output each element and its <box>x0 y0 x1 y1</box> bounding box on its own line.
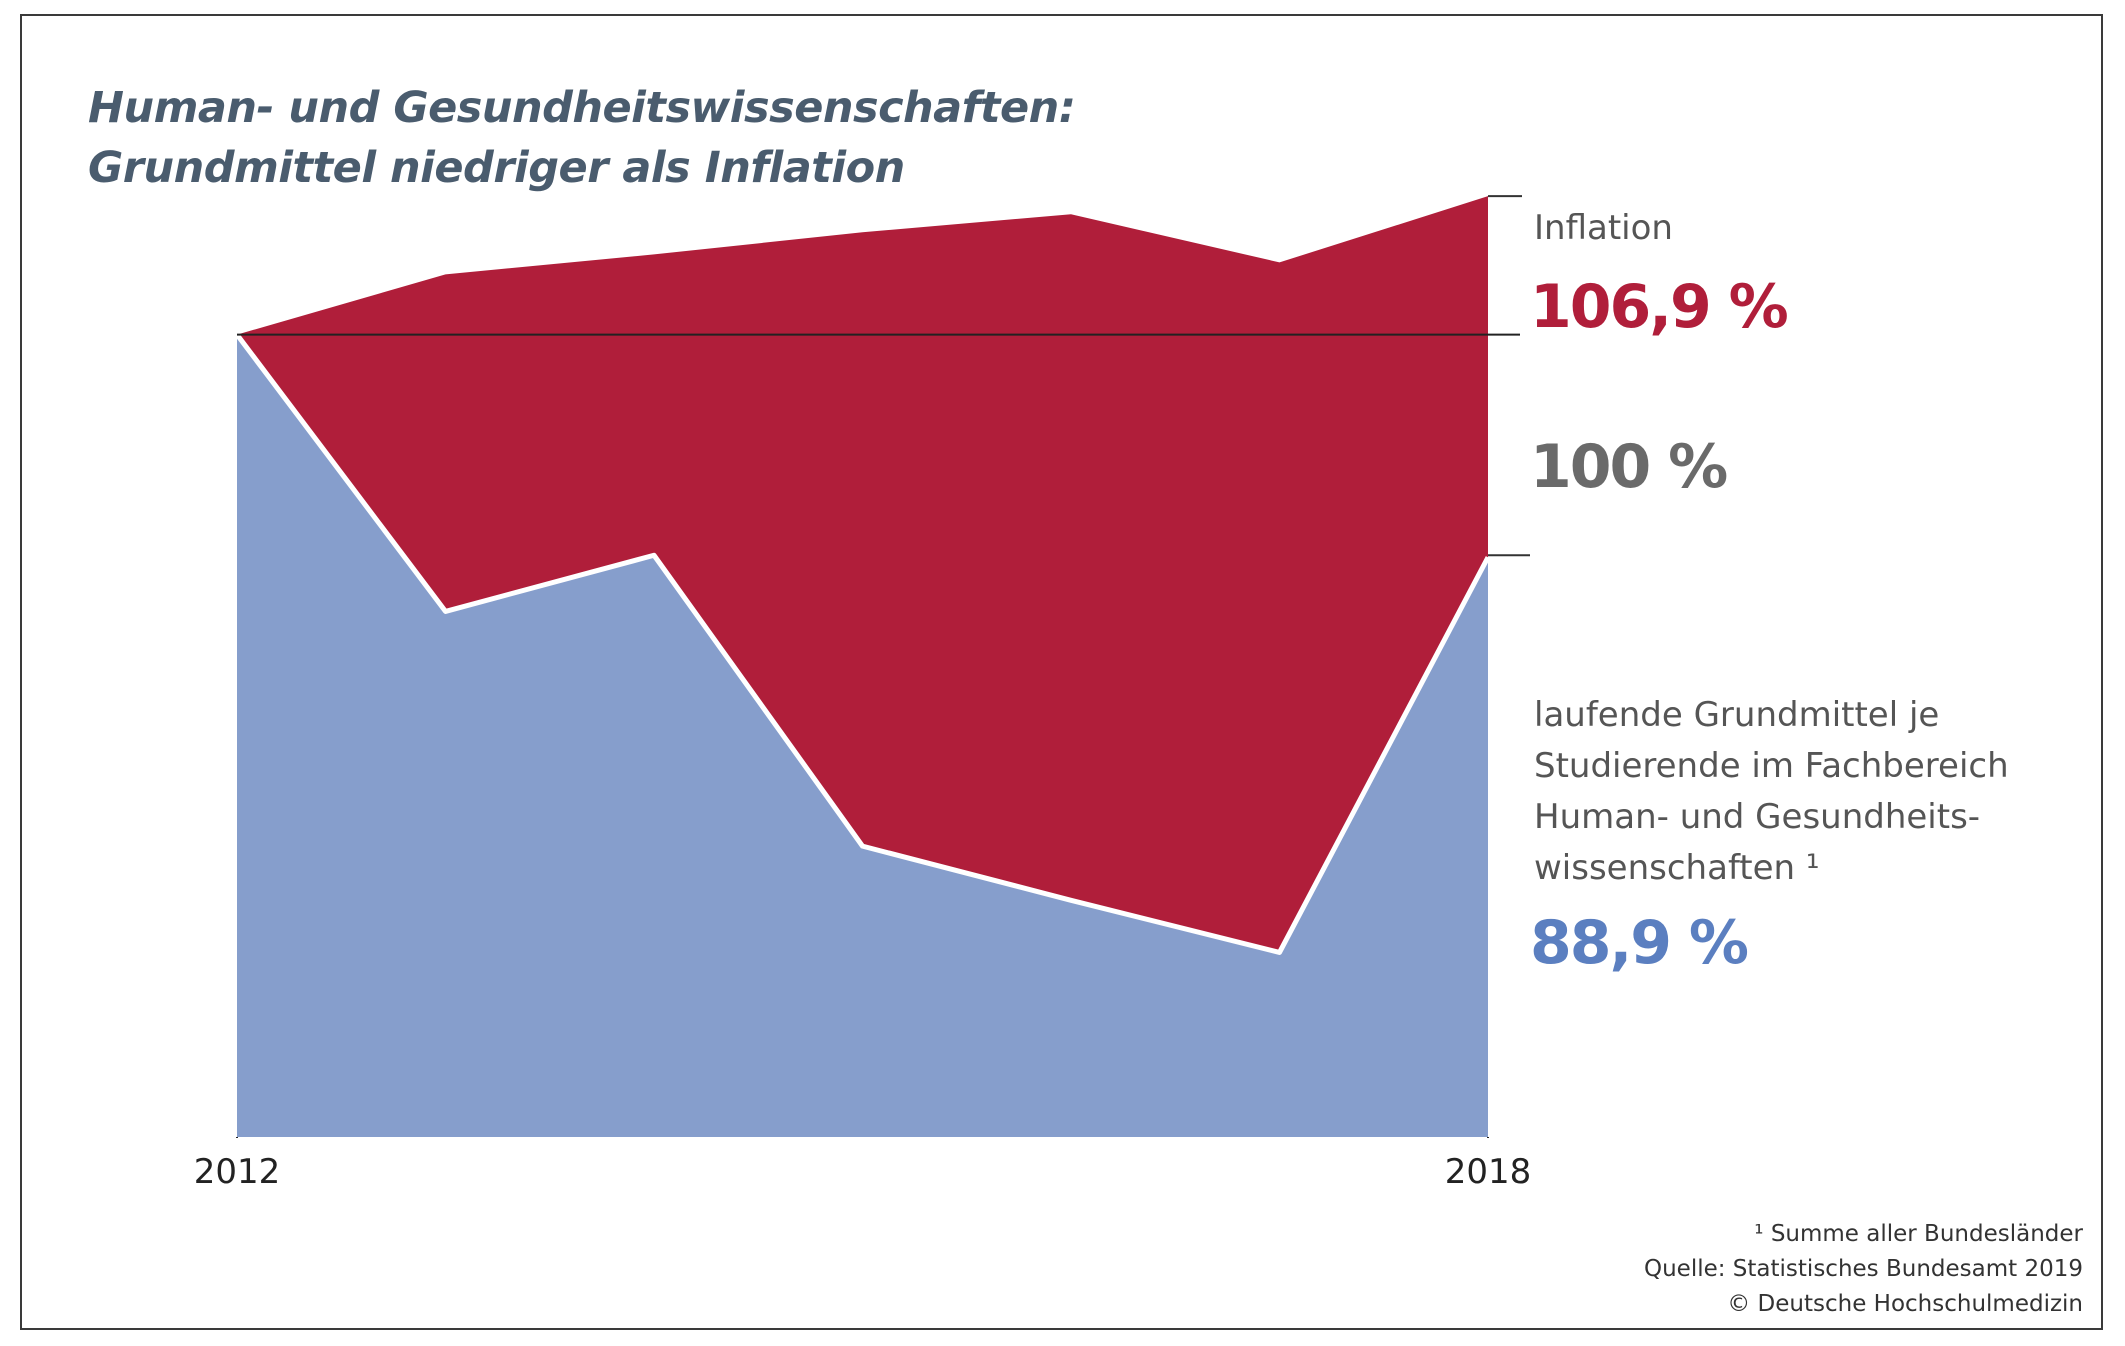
chart-title-line-2: Grundmittel niedriger als Inflation <box>88 143 905 193</box>
inflation-area <box>237 196 1488 953</box>
funds-area <box>237 334 1488 1138</box>
chart-title: Human- und Gesundheitswissenschaften: Gr… <box>88 78 1076 198</box>
inflation-series-label: Inflation <box>1534 208 1673 248</box>
funds-series-label: laufende Grundmittel je Studierende im F… <box>1534 690 2009 894</box>
footnotes: ¹ Summe aller Bundesländer Quelle: Stati… <box>1644 1217 2083 1322</box>
x-tick-label-2012: 2012 <box>194 1152 281 1192</box>
chart-title-line-1: Human- und Gesundheitswissenschaften: <box>88 83 1076 133</box>
source-note: Quelle: Statistisches Bundesamt 2019 <box>1643 1256 2083 1282</box>
funds-label-line-2: Studierende im Fachbereich <box>1534 746 2009 786</box>
funds-label-line-4: wissenschaften ¹ <box>1534 848 1820 888</box>
funds-label-line-3: Human- und Gesundheits- <box>1534 797 1981 837</box>
footnote-summe: ¹ Summe aller Bundesländer <box>1754 1221 2083 1247</box>
funds-line <box>235 333 1491 955</box>
copyright-note: © Deutsche Hochschulmedizin <box>1727 1291 2083 1317</box>
inflation-value: 106,9 % <box>1530 272 1789 342</box>
baseline-value: 100 % <box>1530 432 1728 502</box>
funds-label-line-1: laufende Grundmittel je <box>1534 695 1940 735</box>
x-tick-label-2018: 2018 <box>1445 1152 1532 1192</box>
funds-value: 88,9 % <box>1530 908 1749 978</box>
